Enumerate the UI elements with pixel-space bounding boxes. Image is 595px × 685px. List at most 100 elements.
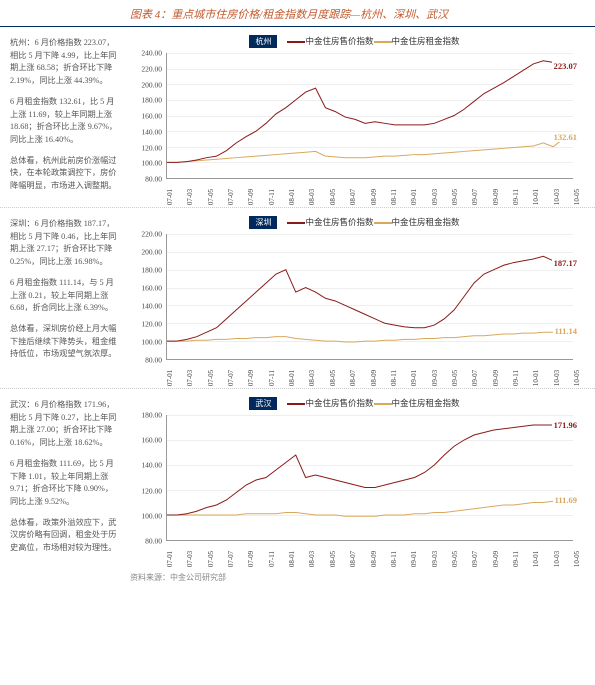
legend-swatch-rent (374, 222, 392, 224)
legend-swatch-price (287, 403, 305, 405)
x-tick-label: 10-03 (553, 551, 561, 567)
y-tick-label: 240.00 (132, 49, 162, 58)
legend-swatch-price (287, 41, 305, 43)
note-paragraph: 6 月租金指数 132.61，比 5 月上涨 11.69，较上年同期上涨 18.… (10, 96, 120, 147)
x-tick-label: 10-01 (532, 551, 540, 567)
price-line (167, 61, 573, 163)
x-tick-label: 09-09 (492, 189, 500, 205)
x-tick-label: 07-11 (268, 370, 276, 386)
y-tick-label: 80.00 (132, 537, 162, 546)
legend-label-rent: 中金住房租金指数 (392, 36, 460, 46)
x-tick-label: 09-03 (431, 370, 439, 386)
chart-area: 80.00100.00120.00140.00160.00180.00171.9… (132, 411, 581, 569)
y-tick-label: 80.00 (132, 356, 162, 365)
figure-header: 图表 4：重点城市住房价格/租金指数月度跟踪—杭州、深圳、武汉 (0, 0, 595, 27)
x-tick-label: 08-11 (390, 551, 398, 567)
x-tick-label: 07-03 (186, 189, 194, 205)
x-tick-label: 08-05 (329, 189, 337, 205)
legend-label-rent: 中金住房租金指数 (392, 217, 460, 227)
notes-column: 杭州：6 月价格指数 223.07，相比 5 月下降 4.99，比上年同期上涨 … (0, 27, 128, 207)
y-tick-label: 120.00 (132, 486, 162, 495)
x-tick-label: 09-03 (431, 551, 439, 567)
x-tick-label: 08-09 (370, 189, 378, 205)
x-tick-label: 08-07 (349, 189, 357, 205)
x-tick-label: 07-03 (186, 370, 194, 386)
plot-area: 223.07132.61 (166, 53, 573, 179)
end-label-rent: 132.61 (552, 132, 577, 142)
end-label-price: 223.07 (552, 61, 577, 71)
y-tick-label: 140.00 (132, 127, 162, 136)
note-paragraph: 6 月租金指数 111.14，与 5 月上涨 0.21，较上年同期上涨 6.68… (10, 277, 120, 315)
x-axis-labels: 07-0107-0307-0507-0707-0907-1108-0108-03… (166, 181, 573, 207)
x-tick-label: 08-01 (288, 370, 296, 386)
y-tick-label: 140.00 (132, 302, 162, 311)
notes-column: 深圳：6 月价格指数 187.17，相比 5 月下降 0.46，比上年同期上涨 … (0, 208, 128, 388)
x-tick-label: 10-01 (532, 370, 540, 386)
x-tick-label: 07-11 (268, 189, 276, 205)
chart-row: 杭州：6 月价格指数 223.07，相比 5 月下降 4.99，比上年同期上涨 … (0, 27, 595, 208)
legend-label-price: 中金住房售价指数 (305, 398, 373, 408)
x-tick-label: 07-01 (166, 370, 174, 386)
y-tick-label: 120.00 (132, 320, 162, 329)
chart-legend: 深圳 中金住房售价指数 中金住房租金指数 (128, 214, 581, 230)
x-tick-label: 09-07 (471, 370, 479, 386)
chart-legend: 武汉中金住房售价指数中金住房租金指数 (128, 395, 581, 411)
x-tick-label: 07-05 (207, 551, 215, 567)
x-tick-label: 08-09 (370, 551, 378, 567)
end-label-price: 187.17 (552, 258, 577, 268)
y-tick-label: 120.00 (132, 143, 162, 152)
x-tick-label: 09-05 (451, 370, 459, 386)
x-tick-label: 08-05 (329, 551, 337, 567)
chart-area: 80.00100.00120.00140.00160.00180.00200.0… (132, 230, 581, 388)
note-paragraph: 6 月租金指数 111.69，比 5 月下降 1.01，较上年同期上涨 9.71… (10, 458, 120, 509)
x-tick-label: 09-11 (512, 370, 520, 386)
x-tick-label: 08-03 (308, 551, 316, 567)
y-tick-label: 220.00 (132, 64, 162, 73)
chart-legend: 杭州中金住房售价指数中金住房租金指数 (128, 33, 581, 49)
x-tick-label: 07-09 (247, 189, 255, 205)
note-paragraph: 武汉：6 月价格指数 171.96，相比 5 月下降 0.27，比上年同期上涨 … (10, 399, 120, 450)
legend-swatch-rent (374, 403, 392, 405)
price-line (167, 256, 573, 341)
chart-row: 深圳：6 月价格指数 187.17，相比 5 月下降 0.46，比上年同期上涨 … (0, 208, 595, 389)
chart-svg (167, 415, 573, 540)
chart-wrap: 杭州中金住房售价指数中金住房租金指数80.00100.00120.00140.0… (128, 27, 595, 207)
x-tick-label: 08-03 (308, 189, 316, 205)
x-tick-label: 10-03 (553, 370, 561, 386)
x-tick-label: 09-09 (492, 551, 500, 567)
y-tick-label: 180.00 (132, 96, 162, 105)
y-tick-label: 200.00 (132, 248, 162, 257)
chart-wrap: 武汉中金住房售价指数中金住房租金指数80.00100.00120.00140.0… (128, 389, 595, 569)
x-tick-label: 09-05 (451, 189, 459, 205)
legend-label-price: 中金住房售价指数 (305, 217, 373, 227)
x-tick-label: 07-01 (166, 551, 174, 567)
x-tick-label: 08-11 (390, 189, 398, 205)
y-tick-label: 180.00 (132, 266, 162, 275)
x-axis-labels: 07-0107-0307-0507-0707-0907-1108-0108-03… (166, 543, 573, 569)
x-tick-label: 07-03 (186, 551, 194, 567)
x-tick-label: 09-09 (492, 370, 500, 386)
chart-row: 武汉：6 月价格指数 171.96，相比 5 月下降 0.27，比上年同期上涨 … (0, 389, 595, 569)
figure-title: 图表 4：重点城市住房价格/租金指数月度跟踪—杭州、深圳、武汉 (130, 6, 448, 22)
end-label-rent: 111.69 (553, 495, 577, 505)
source-footer: 资料来源：中金公司研究部 (0, 569, 595, 583)
x-tick-label: 08-11 (390, 370, 398, 386)
legend-label-rent: 中金住房租金指数 (392, 398, 460, 408)
city-tag: 深圳 (249, 216, 277, 229)
y-tick-label: 220.00 (132, 230, 162, 239)
x-tick-label: 08-03 (308, 370, 316, 386)
x-tick-label: 09-11 (512, 551, 520, 567)
y-tick-label: 100.00 (132, 511, 162, 520)
note-paragraph: 总体看，深圳房价经上月大幅下挫后继续下降势头，租金维持低位，市场观望气氛浓厚。 (10, 323, 120, 361)
chart-svg (167, 234, 573, 359)
y-tick-label: 80.00 (132, 175, 162, 184)
y-tick-label: 200.00 (132, 80, 162, 89)
x-tick-label: 07-11 (268, 551, 276, 567)
legend-label-price: 中金住房售价指数 (305, 36, 373, 46)
x-tick-label: 09-01 (410, 189, 418, 205)
x-tick-label: 10-05 (573, 551, 581, 567)
y-tick-label: 100.00 (132, 338, 162, 347)
x-tick-label: 10-05 (573, 370, 581, 386)
plot-area: 187.17111.14 (166, 234, 573, 360)
x-tick-label: 07-05 (207, 370, 215, 386)
